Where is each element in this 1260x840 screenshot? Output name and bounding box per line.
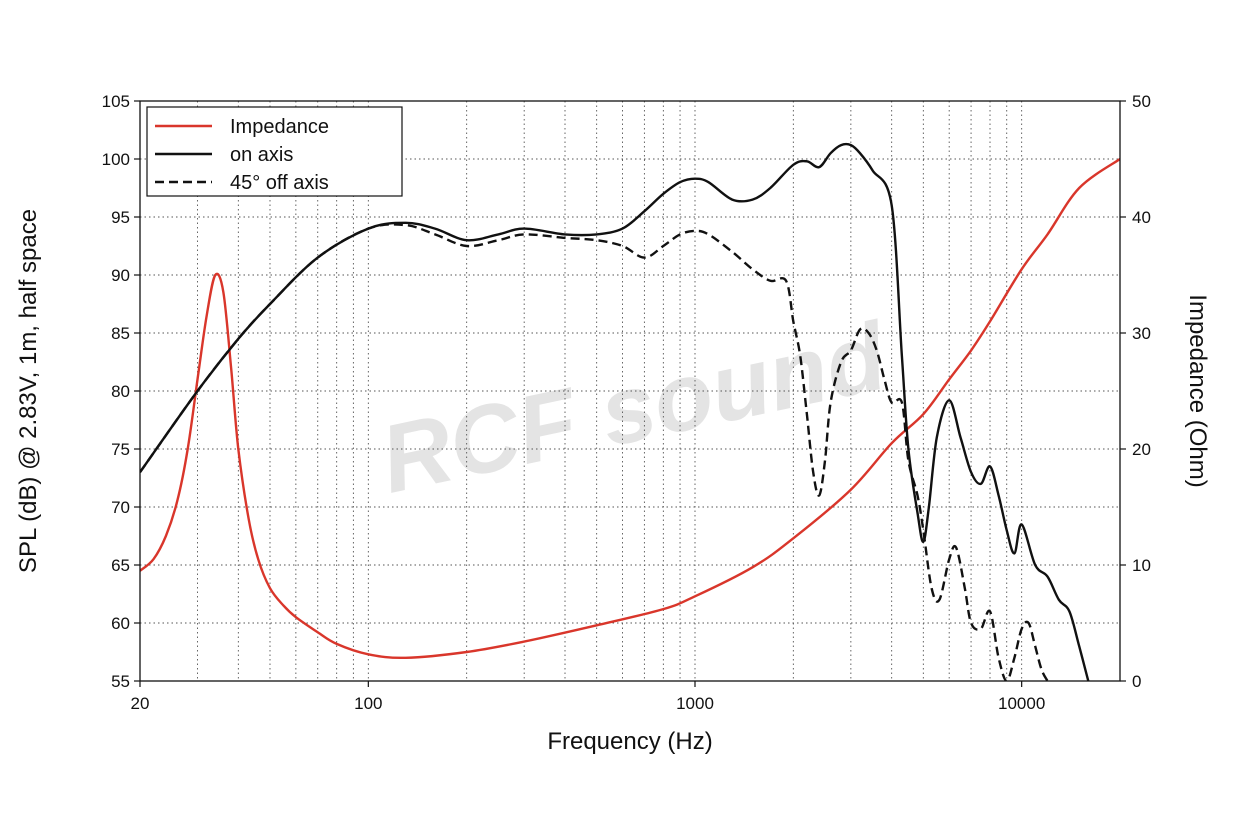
legend-label-3: 45° off axis [230,172,329,194]
y2-tick-label: 50 [1132,92,1151,111]
y2-axis-title: Impedance (Ohm) [1184,294,1211,487]
y-tick-label: 65 [111,556,130,575]
x-tick-label: 20 [131,694,150,713]
y-tick-label: 95 [111,208,130,227]
y-tick-label: 90 [111,266,130,285]
y2-tick-label: 30 [1132,324,1151,343]
y-tick-label: 105 [102,92,130,111]
y-tick-label: 75 [111,440,130,459]
series-layer [140,142,1120,681]
x-tick-label: 1000 [676,694,714,713]
y-axis-title: SPL (dB) @ 2.83V, 1m, half space [15,209,42,573]
y2-tick-label: 20 [1132,440,1151,459]
y-tick-label: 85 [111,324,130,343]
y-tick-label: 80 [111,382,130,401]
series-line-1 [140,158,1120,660]
watermark-logo: RCF sound [372,302,897,514]
y2-tick-label: 0 [1132,672,1141,691]
y2-tick-label: 40 [1132,208,1151,227]
y-tick-label: 60 [111,614,130,633]
x-tick-label: 10000 [998,694,1045,713]
x-tick-label: 100 [354,694,382,713]
series-line-2 [140,142,1090,681]
x-axis-title: Frequency (Hz) [547,728,712,755]
series-line-3 [140,223,1049,681]
y-tick-label: 100 [102,150,130,169]
axes: 55 60 65 70 75 80 85 90 95 100 105 0 10 20 30 40 50 20 100… [102,92,1151,713]
y-tick-label: 55 [111,672,130,691]
legend-label-1: Impedance [230,116,329,138]
legend: Impedance on axis 45° off axis [146,106,403,197]
y-tick-label: 70 [111,498,130,517]
legend-label-2: on axis [230,144,293,166]
watermark-text: RCF sound [372,302,897,514]
y2-tick-label: 10 [1132,556,1151,575]
